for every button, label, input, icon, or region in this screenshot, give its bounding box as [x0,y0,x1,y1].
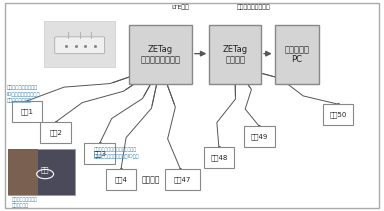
Text: ZETag
サーバー: ZETag サーバー [223,45,248,64]
Text: ・・・・: ・・・・ [142,175,160,184]
FancyBboxPatch shape [106,169,136,190]
Text: タグは、一定時間毎に
IDと、タグが計測した
温度データを送る: タグは、一定時間毎に IDと、タグが計測した 温度データを送る [7,85,41,103]
FancyBboxPatch shape [44,21,115,67]
FancyBboxPatch shape [165,169,200,190]
Text: タグ47: タグ47 [174,177,191,183]
Text: タグ2: タグ2 [49,129,62,136]
Text: タグ4: タグ4 [114,177,127,183]
FancyBboxPatch shape [8,149,38,195]
Text: タグ3: タグ3 [93,150,106,157]
Text: LTE回線: LTE回線 [172,5,189,10]
FancyBboxPatch shape [8,149,75,195]
Text: タグ49: タグ49 [250,133,268,140]
FancyBboxPatch shape [204,147,234,168]
Text: タグ: タグ [41,166,50,173]
Text: インターネット回線: インターネット回線 [237,5,270,10]
Text: ZETag
アクセスポイント: ZETag アクセスポイント [140,45,180,64]
Text: 受信内に、複数種系の周波数から
ランダムに周波数を選んでIDを送: 受信内に、複数種系の周波数から ランダムに周波数を選んでIDを送 [94,147,139,159]
FancyBboxPatch shape [129,25,192,84]
FancyBboxPatch shape [244,126,275,147]
Text: タグ50: タグ50 [329,111,347,118]
FancyBboxPatch shape [5,3,379,208]
FancyBboxPatch shape [84,143,115,164]
Text: タグ1: タグ1 [20,108,33,115]
FancyBboxPatch shape [12,101,42,122]
FancyBboxPatch shape [40,122,71,143]
Text: タグ48: タグ48 [210,154,228,161]
FancyBboxPatch shape [275,25,319,84]
Text: モニター用
PC: モニター用 PC [284,45,309,64]
FancyBboxPatch shape [323,104,353,125]
FancyBboxPatch shape [55,37,104,54]
Text: 管理対象の各備品に
タグを取付け: 管理対象の各備品に タグを取付け [12,197,37,208]
FancyBboxPatch shape [209,25,261,84]
